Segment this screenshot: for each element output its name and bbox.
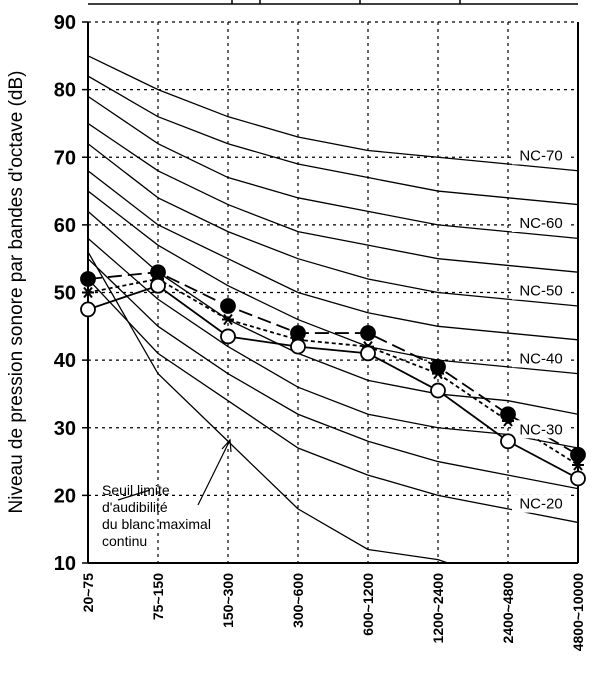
y-tick-label: 60 (54, 215, 76, 237)
circle-marker (500, 406, 516, 423)
curve-label-bg (512, 494, 570, 513)
circle-marker (220, 328, 236, 345)
circle-marker (570, 446, 586, 463)
annotation: Seuil limite (102, 482, 170, 498)
nc-curve (88, 143, 578, 307)
star-marker (502, 415, 514, 427)
circle-marker (150, 277, 166, 294)
circle-marker (430, 382, 446, 399)
curve-label-bg (512, 214, 570, 233)
annotation-arrowhead (221, 438, 232, 453)
y-tick-label: 20 (54, 485, 76, 507)
circle-marker (80, 271, 96, 287)
curve-label: NC-20 (519, 496, 562, 513)
curve-label-bg (512, 349, 570, 368)
y-tick-label: 50 (54, 283, 76, 305)
curve-label: NC-70 (519, 147, 562, 164)
x-tick-label: 1200~2400 (430, 573, 446, 644)
measured-line (88, 271, 578, 456)
measured-line (88, 278, 578, 466)
plot-area (88, 55, 578, 563)
circle-marker (290, 338, 306, 355)
circle-marker (360, 325, 376, 341)
y-axis-label: Niveau de pression sonore par bandes d'o… (6, 70, 27, 513)
nc-curve (88, 122, 578, 273)
x-tick-label: 20~75 (80, 573, 96, 613)
nc-curve (88, 170, 578, 341)
nc-curve (88, 258, 578, 490)
annotation-arrow (197, 439, 231, 506)
x-tick-label: 75~150 (150, 573, 166, 620)
nc-curve (88, 95, 578, 240)
nc-curve (88, 251, 451, 563)
x-tick-label: 600~1200 (360, 573, 376, 636)
nc-curve (88, 278, 578, 524)
star-marker (82, 286, 94, 299)
circle-marker (570, 470, 586, 487)
x-tick-label: 300~600 (290, 573, 306, 628)
star-marker (222, 313, 234, 326)
y-tick-label: 90 (54, 12, 76, 34)
curve-label: NC-30 (519, 421, 562, 438)
x-tick-label: 4800~10000 (570, 573, 586, 651)
curve-label-bg (512, 281, 570, 300)
circle-marker (80, 301, 96, 318)
nc-curve (88, 55, 578, 172)
circle-marker (150, 264, 166, 281)
star-marker (572, 459, 584, 471)
curve-label: NC-40 (519, 350, 562, 367)
curve-label-bg (512, 420, 570, 439)
circle-marker (220, 298, 236, 314)
annotation: d'audibilité (102, 499, 168, 515)
curve-label: NC-50 (519, 283, 562, 300)
y-tick-label: 70 (54, 147, 76, 169)
nc-curve (88, 210, 578, 415)
annotation: du blanc maximal (102, 516, 211, 532)
nc-curve (88, 190, 578, 375)
y-tick-label: 30 (54, 418, 76, 440)
circle-marker (500, 433, 516, 450)
circle-marker (360, 345, 376, 362)
measured-line (88, 284, 578, 480)
y-tick-label: 80 (54, 80, 76, 102)
x-tick-label: 150~300 (220, 573, 236, 628)
circle-marker (430, 358, 446, 375)
y-tick-label: 10 (54, 553, 76, 575)
star-marker (432, 368, 444, 380)
table-fragment (88, 0, 578, 5)
x-tick-label: 2400~4800 (500, 573, 516, 644)
annotation-leader (117, 489, 151, 501)
circle-marker (290, 325, 306, 341)
annotation: continu (102, 533, 147, 549)
curve-label-bg (512, 146, 570, 165)
y-tick-label: 40 (54, 350, 76, 372)
curve-label: NC-60 (519, 215, 562, 232)
nc-curve (88, 75, 578, 206)
